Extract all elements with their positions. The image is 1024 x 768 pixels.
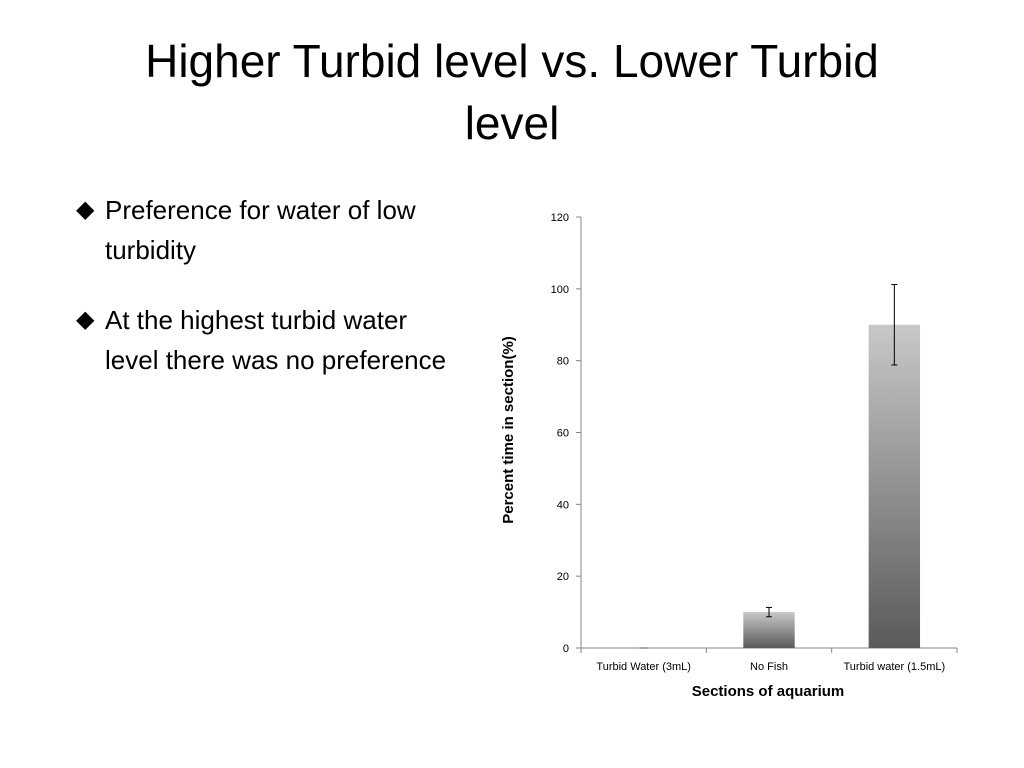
bullet-text: Preference for water of low turbidity xyxy=(105,195,416,265)
bar-chart: 0 20 40 60 80 100 120 Turbid Water (3mL) No Fis… xyxy=(500,212,958,700)
bullet-item: ◆ At the highest turbid water level ther… xyxy=(76,300,456,380)
slide-title-line-2: level xyxy=(464,97,560,149)
x-tick-label: Turbid Water (3mL) xyxy=(596,661,691,673)
bullet-item: ◆ Preference for water of low turbidity xyxy=(76,190,456,270)
y-tick-label: 20 xyxy=(557,571,569,583)
x-tick-label: No Fish xyxy=(750,661,788,673)
bullet-text: At the highest turbid water level there … xyxy=(105,305,447,375)
diamond-bullet-icon: ◆ xyxy=(76,196,95,223)
y-tick-label: 0 xyxy=(563,643,569,655)
bar xyxy=(743,612,795,648)
y-tick-label: 80 xyxy=(557,356,569,368)
diamond-bullet-icon: ◆ xyxy=(76,306,95,333)
y-tick-label: 40 xyxy=(557,499,569,511)
y-tick-label: 100 xyxy=(551,284,569,296)
y-axis-title: Percent time in section(%) xyxy=(500,336,517,524)
y-tick-label: 60 xyxy=(557,428,569,440)
bullet-list: ◆ Preference for water of low turbidity … xyxy=(76,190,456,410)
x-axis: Turbid Water (3mL) No Fish Turbid water (1… xyxy=(580,647,958,673)
x-tick-label: Turbid water (1.5mL) xyxy=(843,661,945,673)
x-axis-title: Sections of aquarium xyxy=(692,683,845,700)
y-tick-label: 120 xyxy=(551,212,569,224)
slide-title: Higher Turbid level vs. Lower Turbid lev… xyxy=(80,30,944,154)
y-axis: 0 20 40 60 80 100 120 xyxy=(551,212,582,655)
bars xyxy=(639,324,921,649)
slide-title-line-1: Higher Turbid level vs. Lower Turbid xyxy=(145,35,879,87)
bar xyxy=(868,324,921,648)
error-bars xyxy=(766,284,898,618)
